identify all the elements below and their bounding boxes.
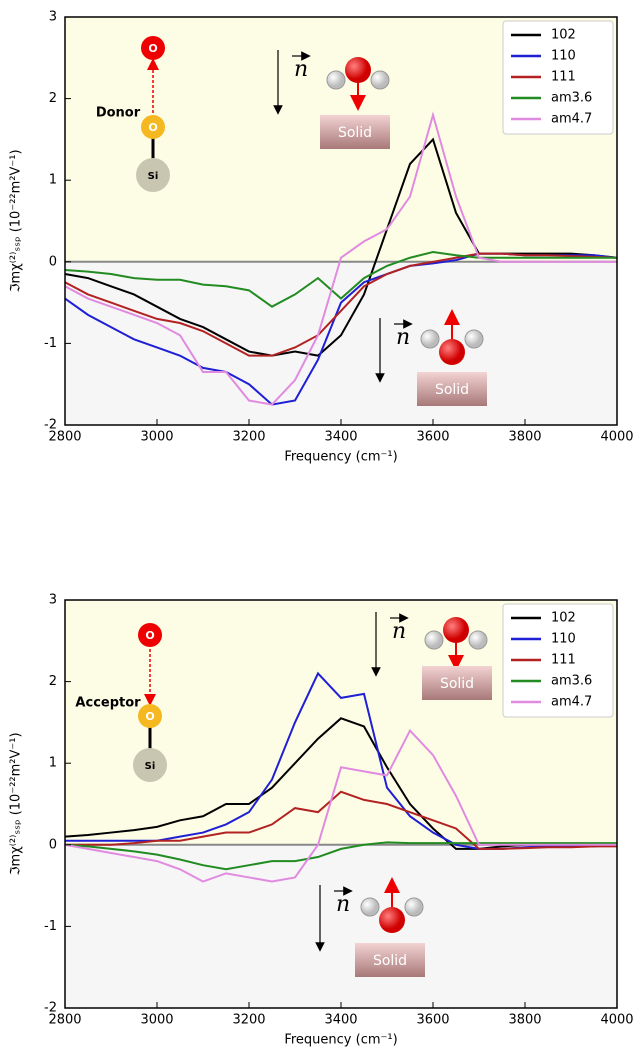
hydrogen — [424, 630, 444, 650]
x-tick-label: 3800 — [508, 430, 541, 445]
molecule-label: Donor — [96, 106, 141, 121]
atom-si — [133, 748, 167, 782]
series-line — [65, 790, 617, 850]
atom-o-label: O — [145, 629, 154, 642]
y-tick-label: -1 — [44, 336, 57, 351]
normal-label: n — [396, 325, 410, 350]
hydrogen — [404, 897, 424, 917]
hydrogen — [464, 329, 484, 349]
atom-o — [141, 115, 165, 139]
x-tick-label: 3600 — [416, 1013, 449, 1028]
atom-o-label: O — [145, 710, 154, 723]
series-line — [64, 252, 618, 357]
legend-label: am3.6 — [551, 674, 592, 689]
legend-label: 110 — [551, 49, 576, 64]
x-tick-label: 3000 — [140, 430, 173, 445]
x-tick-label: 3400 — [324, 430, 357, 445]
oxygen — [443, 617, 469, 643]
hydrogen — [420, 329, 440, 349]
y-axis-label: ℑmχ⁽²⁾ₛₛₚ (10⁻²²m²V⁻¹) — [9, 732, 24, 875]
x-tick-label: 3400 — [324, 1013, 357, 1028]
x-axis-label: Frequency (cm⁻¹) — [284, 450, 397, 465]
x-tick-label: 4000 — [600, 1013, 633, 1028]
x-tick-label: 2800 — [48, 430, 81, 445]
legend-label: am4.7 — [551, 112, 592, 127]
y-tick-label: 0 — [49, 254, 57, 269]
x-tick-label: 4000 — [600, 430, 633, 445]
x-axis-label: Frequency (cm⁻¹) — [284, 1033, 397, 1048]
x-tick-label: 3200 — [232, 1013, 265, 1028]
x-tick-label: 3800 — [508, 1013, 541, 1028]
y-tick-label: 1 — [49, 173, 57, 188]
normal-label: n — [336, 892, 350, 917]
hydrogen — [360, 897, 380, 917]
x-tick-label: 3600 — [416, 430, 449, 445]
legend-label: 102 — [551, 28, 576, 43]
atom-o-label: O — [148, 42, 157, 55]
y-tick-label: 3 — [49, 593, 57, 608]
y-tick-label: 2 — [49, 674, 57, 689]
legend-label: am4.7 — [551, 695, 592, 710]
solid-box — [422, 666, 492, 700]
atom-si — [136, 158, 170, 192]
y-axis-label: ℑmχ⁽²⁾ₛₛₚ (10⁻²²m²V⁻¹) — [9, 149, 24, 292]
legend-label: am3.6 — [551, 91, 592, 106]
atom-o — [141, 36, 165, 60]
atom-o — [138, 704, 162, 728]
series-line — [64, 728, 617, 883]
legend-box — [502, 603, 614, 718]
legend-label: 102 — [551, 611, 576, 626]
x-tick-label: 3000 — [140, 1013, 173, 1028]
y-tick-label: 2 — [49, 91, 57, 106]
y-tick-label: -1 — [44, 919, 57, 934]
y-tick-label: -2 — [44, 1001, 57, 1016]
series-line — [64, 250, 617, 308]
y-tick-label: -2 — [44, 418, 57, 433]
molecule-label: Acceptor — [75, 696, 141, 711]
normal-label: n — [392, 619, 406, 644]
legend-label: 111 — [551, 70, 576, 85]
legend-label: 110 — [551, 632, 576, 647]
y-tick-label: 3 — [49, 10, 57, 25]
atom-o-label: O — [148, 121, 157, 134]
y-tick-label: 1 — [49, 756, 57, 771]
hydrogen — [468, 630, 488, 650]
hydrogen — [370, 70, 390, 90]
solid-label: Solid — [440, 676, 474, 692]
x-tick-label: 3200 — [232, 430, 265, 445]
oxygen — [379, 907, 405, 933]
hydrogen — [326, 70, 346, 90]
normal-label: n — [294, 57, 308, 82]
series-line — [64, 137, 618, 357]
solid-box — [355, 943, 425, 977]
solid-box — [320, 115, 390, 149]
solid-label: Solid — [435, 382, 469, 398]
atom-o — [138, 623, 162, 647]
solid-box — [417, 372, 487, 406]
series-line — [64, 841, 617, 871]
y-tick-label: 0 — [49, 837, 57, 852]
x-tick-label: 2800 — [48, 1013, 81, 1028]
atom-si-label: Si — [145, 761, 156, 772]
oxygen — [439, 339, 465, 365]
lower-region — [65, 844, 617, 1008]
oxygen — [345, 57, 371, 83]
solid-label: Solid — [338, 125, 372, 141]
legend-box — [502, 20, 614, 135]
solid-label: Solid — [373, 953, 407, 969]
series-line — [64, 111, 617, 406]
legend-label: 111 — [551, 653, 576, 668]
lower-region — [65, 261, 617, 425]
atom-si-label: Si — [148, 171, 159, 182]
